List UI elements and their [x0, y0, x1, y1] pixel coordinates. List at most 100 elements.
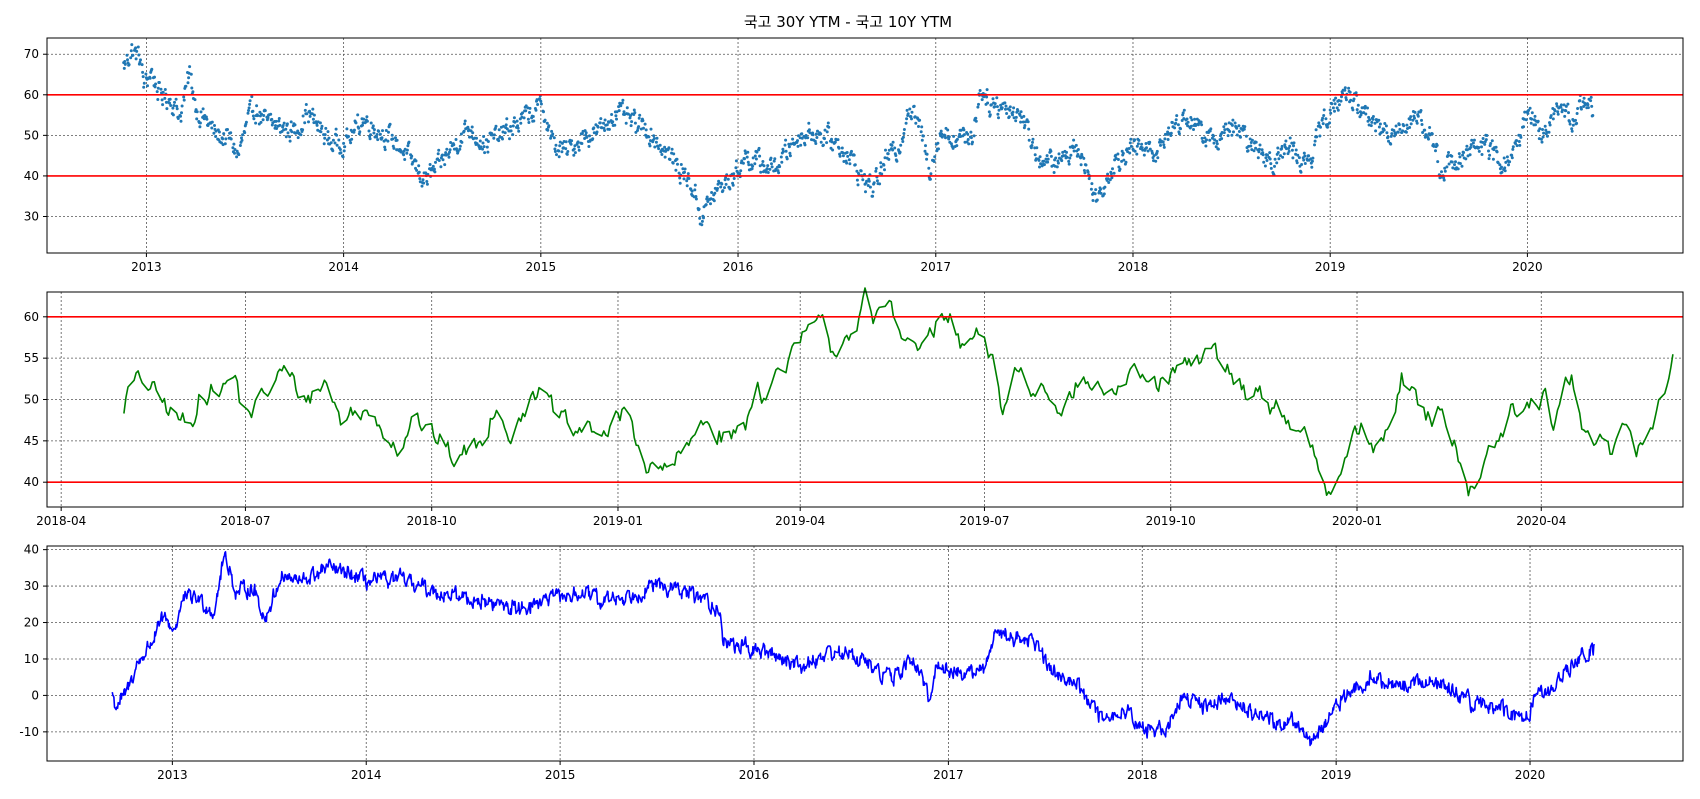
scatter-point: [381, 129, 384, 133]
scatter-point: [420, 184, 424, 188]
scatter-point: [841, 151, 845, 155]
scatter-point: [1068, 156, 1072, 160]
scatter-point: [868, 185, 872, 189]
scatter-point: [468, 135, 471, 139]
scatter-point: [1348, 90, 1352, 94]
scatter-point: [1524, 118, 1528, 122]
scatter-point: [190, 86, 194, 90]
scatter-point: [1200, 123, 1204, 127]
scatter-point: [1487, 149, 1490, 153]
scatter-point: [657, 147, 661, 151]
scatter-point: [980, 98, 984, 102]
scatter-point: [186, 81, 190, 85]
scatter-point: [732, 172, 736, 176]
scatter-point: [171, 113, 175, 117]
scatter-point: [126, 58, 129, 62]
scatter-point: [1313, 143, 1316, 147]
scatter-point: [349, 141, 353, 145]
scatter-point: [1179, 127, 1182, 131]
scatter-point: [1114, 153, 1118, 157]
scatter-point: [436, 152, 440, 156]
scatter-point: [1273, 164, 1276, 168]
scatter-point: [553, 147, 557, 151]
scatter-point: [908, 107, 912, 111]
scatter-point: [358, 130, 362, 134]
scatter-point: [1299, 170, 1303, 174]
scatter-point: [1169, 131, 1173, 135]
scatter-point: [434, 160, 437, 164]
scatter-point: [1371, 117, 1375, 121]
scatter-point: [1258, 143, 1262, 147]
scatter-point: [745, 155, 749, 159]
scatter-point: [751, 164, 755, 168]
scatter-point: [1294, 148, 1298, 152]
scatter-point: [1261, 153, 1265, 157]
scatter-point: [1586, 106, 1590, 110]
scatter-point: [797, 134, 800, 138]
scatter-point: [485, 145, 489, 149]
scatter-point: [466, 125, 470, 129]
scatter-point: [1340, 95, 1343, 99]
scatter-point: [1212, 141, 1216, 145]
scatter-point: [443, 163, 447, 167]
scatter-point: [1291, 156, 1295, 160]
scatter-point: [1216, 147, 1220, 151]
scatter-point: [1065, 155, 1069, 159]
scatter-point: [1228, 130, 1232, 133]
scatter-point: [1322, 114, 1326, 117]
scatter-point: [816, 129, 819, 133]
scatter-point: [1334, 96, 1338, 100]
scatter-point: [528, 111, 531, 114]
scatter-point: [1193, 117, 1197, 121]
scatter-point: [1246, 149, 1250, 153]
scatter-point: [1263, 164, 1267, 168]
scatter-point: [1322, 108, 1326, 112]
scatter-point: [663, 155, 667, 159]
scatter-point: [240, 136, 243, 140]
scatter-point: [750, 167, 754, 171]
scatter-point: [1242, 127, 1246, 131]
scatter-point: [159, 87, 163, 91]
scatter-point: [628, 116, 632, 120]
scatter-point: [697, 207, 701, 211]
scatter-point: [1527, 109, 1530, 112]
scatter-point: [1072, 138, 1076, 142]
scatter-point: [406, 144, 410, 148]
scatter-point: [304, 103, 308, 106]
scatter-point: [898, 150, 902, 154]
scatter-point: [1205, 138, 1208, 142]
scatter-point: [140, 63, 144, 67]
scatter-point: [617, 109, 621, 113]
scatter-point: [878, 182, 882, 186]
x-tick-label: 2020-04: [1516, 514, 1566, 528]
scatter-point: [441, 153, 444, 157]
scatter-point: [1182, 108, 1186, 112]
scatter-point: [131, 53, 135, 57]
scatter-point: [1156, 156, 1160, 160]
x-tick-label: 2013: [157, 768, 188, 782]
scatter-point: [1502, 156, 1506, 160]
scatter-point: [991, 97, 995, 101]
scatter-point: [285, 122, 289, 126]
scatter-point: [1450, 154, 1454, 158]
scatter-point: [770, 165, 774, 169]
scatter-point: [951, 146, 955, 150]
scatter-point: [1443, 166, 1447, 170]
scatter-point: [259, 120, 263, 124]
scatter-point: [503, 131, 507, 135]
scatter-point: [1019, 120, 1023, 124]
scatter-point: [1570, 127, 1574, 131]
scatter-point: [301, 128, 305, 132]
scatter-point: [1413, 110, 1417, 114]
scatter-point: [1176, 123, 1180, 127]
scatter-point: [704, 203, 708, 207]
scatter-point: [1014, 119, 1018, 123]
scatter-point: [1551, 117, 1555, 121]
scatter-point: [978, 89, 982, 92]
scatter-point: [1471, 141, 1475, 145]
scatter-point: [761, 160, 765, 163]
scatter-point: [1086, 170, 1090, 174]
scatter-point: [1567, 111, 1570, 115]
scatter-point: [1491, 157, 1495, 161]
scatter-point: [1538, 127, 1542, 131]
